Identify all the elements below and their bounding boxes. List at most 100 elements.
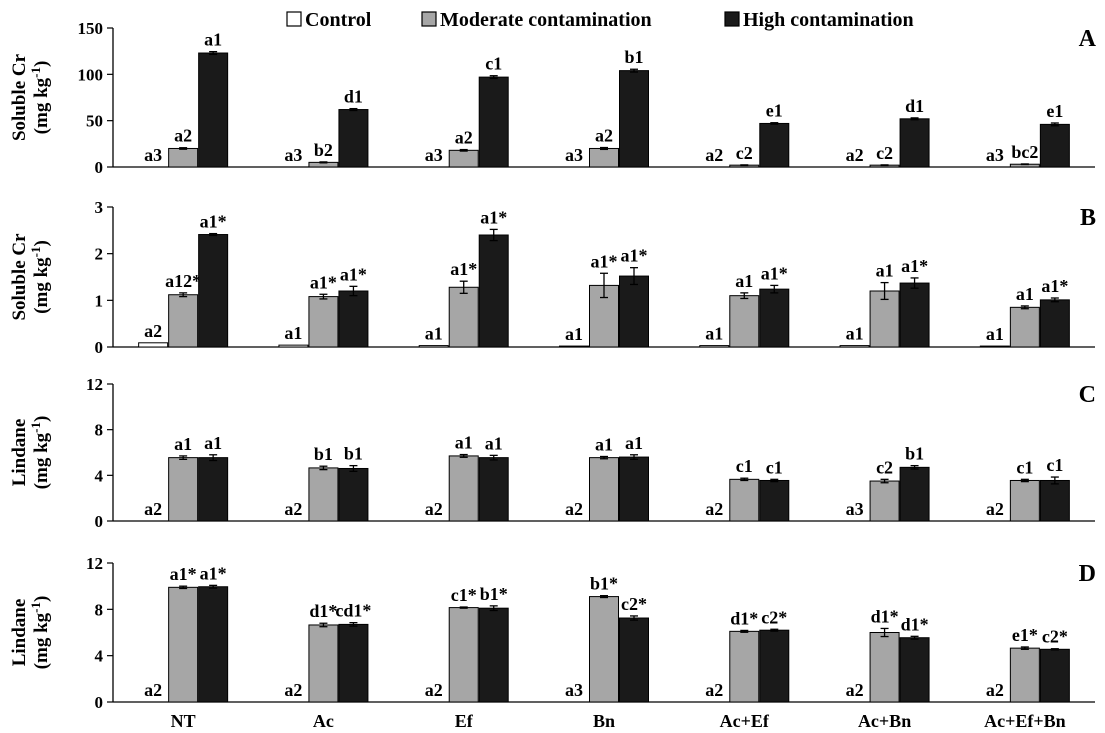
significance-label: a1 [485, 433, 503, 453]
bar [729, 295, 760, 348]
bar [869, 290, 900, 348]
significance-label: a1* [200, 563, 227, 583]
bar [338, 623, 369, 703]
significance-label: b1* [590, 574, 618, 594]
bar [759, 122, 790, 168]
significance-label: a1 [1016, 284, 1034, 304]
bar [589, 147, 619, 168]
significance-label: a2 [846, 680, 864, 700]
significance-label: a1* [1041, 276, 1068, 296]
bar [418, 345, 449, 348]
significance-label: a1 [174, 434, 192, 454]
significance-label: a3 [986, 145, 1004, 165]
significance-label: b1 [344, 444, 363, 464]
significance-label: a2 [986, 499, 1004, 519]
significance-label: a1 [876, 261, 894, 281]
bar [198, 52, 229, 168]
bar [759, 288, 790, 348]
bar [869, 632, 900, 703]
chart-legend: Control Moderate contamination High contam… [286, 9, 914, 31]
bar [308, 624, 339, 703]
legend-entry: Moderate contamination [440, 9, 652, 31]
significance-label: a2 [174, 126, 192, 146]
bar [168, 147, 199, 168]
bar [448, 607, 479, 703]
bar [278, 344, 309, 348]
significance-label: cd1* [335, 601, 371, 621]
y-tick-label: 4 [95, 647, 104, 666]
significance-label: a1* [450, 259, 477, 279]
significance-label: bc2 [1011, 142, 1038, 162]
significance-label: c2 [876, 143, 893, 163]
bar [619, 275, 649, 348]
significance-label: a12* [165, 271, 201, 291]
significance-label: a1 [986, 324, 1004, 344]
significance-label: a1* [621, 246, 648, 266]
legend-swatch [421, 11, 437, 27]
bar [168, 457, 199, 522]
bar [338, 467, 369, 522]
significance-label: a1 [284, 323, 302, 343]
significance-label: a3 [846, 499, 864, 519]
significance-label: a2 [705, 145, 723, 165]
significance-label: d1* [871, 606, 899, 626]
y-tick-label: 8 [95, 600, 104, 619]
significance-label: a2 [986, 680, 1004, 700]
bar [138, 342, 169, 348]
bar [729, 630, 760, 703]
y-axis-unit: (mg kg-1) [28, 240, 52, 314]
significance-label: b2 [314, 140, 333, 160]
significance-label: c1 [766, 457, 783, 477]
y-tick-label: 0 [95, 693, 104, 712]
significance-label: a2 [425, 680, 443, 700]
x-axis-categories: NT Ac Ef Bn Ac+Ef Ac+Bn Ac+Ef+Bn [171, 711, 1066, 731]
significance-label: a3 [284, 145, 302, 165]
y-tick-label: 0 [95, 512, 104, 531]
bar [899, 118, 930, 168]
bar [198, 586, 229, 703]
y-axis-label: Lindane [9, 599, 30, 667]
significance-label: b1 [905, 444, 924, 464]
bar [168, 586, 199, 703]
bar [338, 109, 369, 168]
legend-swatch [286, 11, 302, 27]
y-tick-label: 8 [95, 421, 104, 440]
y-tick-label: 0 [95, 338, 104, 357]
significance-label: a1* [170, 564, 197, 584]
significance-label: a2 [565, 499, 583, 519]
significance-label: b1 [314, 444, 333, 464]
significance-label: a2 [144, 321, 162, 341]
y-tick-label: 1 [95, 291, 104, 310]
panel-C: 0 4 8 12 Lindane (mg kg-1) Ca2 a1 a1 a2 b1 b1 a2 a1 a1… [9, 375, 1096, 531]
bar [448, 455, 479, 522]
significance-label: c1* [451, 585, 477, 605]
significance-label: a1 [565, 324, 583, 344]
panel-A: 0 50 100 150 Soluble Cr (mg kg-1) Aa3 a2 a1 a3 b2 d… [9, 19, 1097, 177]
bar [198, 457, 229, 522]
x-tick-label: NT [171, 711, 196, 731]
bar [869, 480, 900, 522]
panel-id-label: C [1079, 382, 1096, 408]
x-tick-label: Ac+Ef+Bn [984, 711, 1066, 731]
bar [1009, 647, 1040, 703]
significance-label: a1* [310, 272, 337, 292]
significance-label: d1* [901, 614, 929, 634]
bar [478, 457, 509, 522]
significance-label: a3 [565, 145, 583, 165]
significance-label: c2 [736, 143, 753, 163]
bar [168, 294, 199, 348]
bar [559, 345, 589, 348]
significance-label: a2 [284, 680, 302, 700]
significance-label: a1 [735, 271, 753, 291]
x-tick-label: Bn [593, 711, 615, 731]
significance-label: a3 [144, 145, 162, 165]
significance-label: a2 [144, 499, 162, 519]
significance-label: c1 [485, 54, 502, 74]
bar [899, 637, 930, 703]
significance-label: a3 [425, 145, 443, 165]
y-tick-label: 12 [86, 554, 103, 573]
y-axis-label: Soluble Cr [9, 233, 30, 321]
significance-label: a2 [455, 128, 473, 148]
